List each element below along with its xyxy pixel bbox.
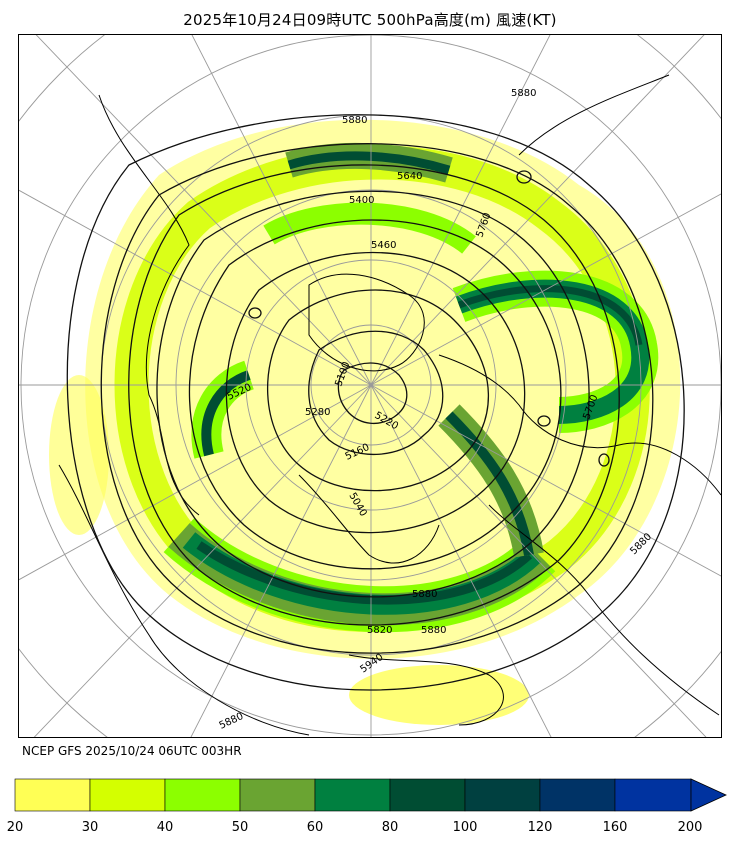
contour-label: 5880: [218, 711, 246, 732]
height-contours: [66, 114, 685, 691]
contour-label: 5280: [305, 407, 330, 418]
colorbar-extend-arrow: [690, 778, 727, 812]
polar-map: 5880 5880 5640 5400 5760 5460 5520 5280 …: [18, 34, 722, 738]
contour-label: 5880: [421, 625, 446, 636]
polar-map-canvas: 5880 5880 5640 5400 5760 5460 5520 5280 …: [19, 35, 721, 737]
contour-label: 5640: [397, 171, 422, 182]
colorbar-tick-label: 200: [677, 820, 703, 835]
colorbar-tick-label: 50: [231, 820, 249, 835]
colorbar-tick-label: 40: [156, 820, 174, 835]
colorbar-cell: [539, 778, 616, 812]
source-label: NCEP GFS 2025/10/24 06UTC 003HR: [22, 744, 242, 758]
graticule: [19, 35, 721, 737]
contour-label: 5460: [371, 240, 396, 251]
wind-speed-colorbar: [14, 778, 727, 812]
colorbar-tick-label: 160: [602, 820, 628, 835]
colorbar-cell: [314, 778, 391, 812]
contour-label: 5820: [367, 625, 392, 636]
colorbar-cell: [389, 778, 466, 812]
contour-label: 5400: [349, 195, 374, 206]
colorbar-tick-label: 120: [527, 820, 553, 835]
colorbar-cell: [14, 778, 91, 812]
colorbar-cell: [239, 778, 316, 812]
colorbar-tick-label: 20: [6, 820, 24, 835]
colorbar-tick-label: 100: [452, 820, 478, 835]
colorbar-cell: [464, 778, 541, 812]
contour-label: 5880: [511, 88, 536, 99]
colorbar-cell: [614, 778, 692, 812]
colorbar-tick-label: 80: [381, 820, 399, 835]
contour-label: 5880: [342, 115, 367, 126]
contour-label: 5880: [412, 589, 437, 600]
colorbar-cell: [164, 778, 241, 812]
colorbar-cell: [89, 778, 166, 812]
colorbar-tick-label: 60: [306, 820, 324, 835]
map-title: 2025年10月24日09時UTC 500hPa高度(m) 風速(KT): [183, 11, 557, 29]
colorbar-tick-label: 30: [81, 820, 99, 835]
